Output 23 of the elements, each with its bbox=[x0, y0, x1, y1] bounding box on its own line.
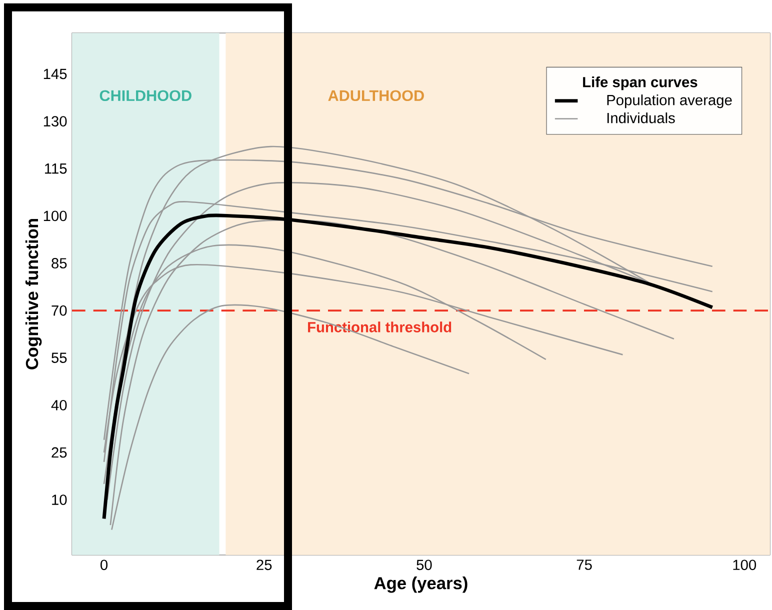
y-tick-label: 25 bbox=[52, 447, 67, 458]
y-tick-label: 130 bbox=[44, 116, 67, 126]
y-tick-label: 55 bbox=[52, 352, 67, 363]
ref-line-label: Functional threshold bbox=[308, 322, 452, 332]
y-tick-label: 70 bbox=[52, 305, 67, 316]
legend-title: Life span curves bbox=[583, 76, 698, 90]
y-tick-label: 10 bbox=[52, 494, 67, 505]
x-axis-title: Age (years) bbox=[374, 576, 468, 593]
x-tick-label: 100 bbox=[733, 560, 756, 570]
y-tick-label: 100 bbox=[44, 210, 67, 222]
x-tick-label: 75 bbox=[576, 560, 592, 570]
y-axis-title: Cognitive function bbox=[25, 219, 42, 370]
y-tick-label: 145 bbox=[44, 68, 67, 80]
y-tick-label: 85 bbox=[52, 258, 67, 268]
x-tick-label: 25 bbox=[256, 560, 272, 570]
legend-label: Individuals bbox=[607, 112, 675, 124]
legend-label: Population average bbox=[607, 94, 732, 108]
x-tick-label: 0 bbox=[100, 560, 108, 570]
band-label: ADULTHOOD bbox=[328, 90, 424, 102]
x-tick-label: 50 bbox=[416, 560, 432, 570]
y-tick-label: 40 bbox=[51, 400, 67, 410]
band-label: CHILDHOOD bbox=[100, 90, 192, 102]
y-tick-label: 115 bbox=[45, 164, 67, 174]
